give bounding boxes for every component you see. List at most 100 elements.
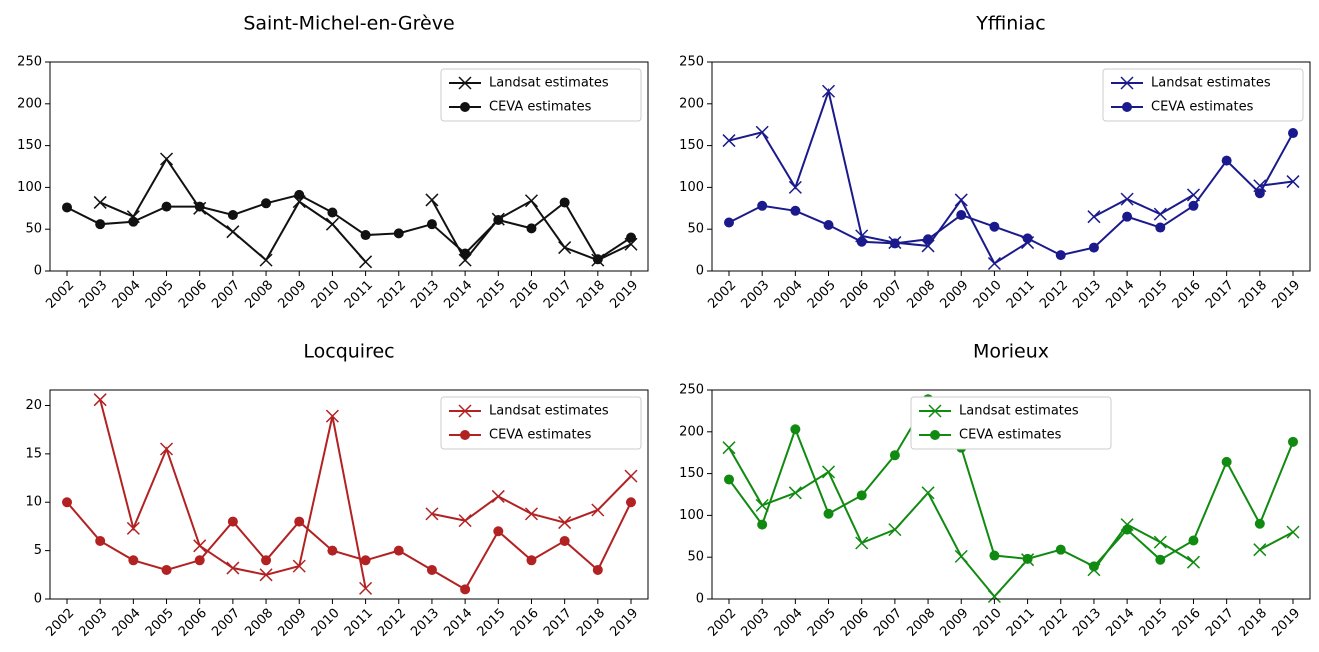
x-marker (159, 152, 174, 166)
x-marker (1286, 525, 1300, 539)
x-tick-label: 2013 (1070, 606, 1104, 640)
x-marker (524, 507, 539, 521)
x-tick-label: 2005 (805, 606, 839, 640)
x-marker (1087, 210, 1101, 224)
legend-box (1102, 68, 1304, 122)
x-tick-label: 2010 (309, 606, 343, 640)
dot-marker (889, 238, 900, 249)
x-marker (821, 84, 836, 98)
dot-marker (62, 202, 72, 213)
x-tick-label: 2008 (904, 606, 938, 640)
dot-marker (426, 564, 437, 575)
x-tick-label: 2004 (772, 606, 806, 640)
legend-label: Landsat estimates (489, 76, 609, 91)
x-marker (325, 217, 339, 231)
dot-marker (95, 535, 106, 546)
x-tick-label: 2007 (209, 278, 243, 312)
legend: Landsat estimates CEVA estimates (910, 396, 1112, 450)
x-marker (855, 536, 869, 550)
dot-marker (261, 198, 272, 209)
dot-marker (460, 430, 470, 440)
dot-marker (1188, 200, 1199, 211)
dot-marker (856, 490, 867, 501)
x-tick-label: 2002 (43, 606, 77, 640)
x-marker (126, 521, 140, 535)
dot-marker (161, 564, 172, 575)
x-marker (821, 465, 836, 479)
x-tick-label: 2018 (574, 278, 608, 312)
dot-marker (1221, 456, 1232, 467)
y-tick-label: 20 (25, 398, 42, 413)
x-marker (226, 561, 240, 575)
x-marker (591, 503, 605, 517)
legend-box (440, 396, 642, 450)
dot-marker (526, 555, 537, 566)
dot-marker (989, 221, 1000, 232)
dot-marker (426, 219, 437, 230)
dot-marker (930, 430, 940, 440)
x-tick-label: 2002 (43, 278, 77, 312)
x-tick-label: 2009 (276, 606, 310, 640)
dot-marker (757, 200, 768, 211)
dot-marker (493, 215, 504, 226)
series-line (66, 501, 632, 591)
dot-marker (294, 516, 305, 527)
x-marker (458, 404, 472, 418)
x-marker (1286, 175, 1300, 189)
plot-frame (711, 61, 1311, 272)
x-tick-label: 2007 (209, 606, 243, 640)
x-marker (458, 514, 472, 528)
legend-label: CEVA estimates (489, 100, 592, 115)
x-tick-label: 2012 (375, 278, 409, 312)
legend: Landsat estimates CEVA estimates (440, 396, 642, 450)
x-tick-label: 2013 (408, 278, 442, 312)
x-tick-label: 2008 (242, 278, 276, 312)
x-tick-label: 2015 (475, 606, 509, 640)
dot-marker (1022, 553, 1033, 564)
subplot: Saint-Michel-en-Grève 0 50 100 150 200 250 2002… (17, 13, 649, 312)
dot-marker (393, 545, 404, 556)
dot-marker (460, 102, 470, 112)
x-tick-label: 2005 (143, 278, 177, 312)
x-tick-label: 2003 (738, 278, 772, 312)
x-tick-label: 2017 (541, 606, 575, 640)
x-tick-label: 2011 (1004, 606, 1038, 640)
subplot-title: Yffiniac (975, 13, 1045, 35)
x-marker (722, 134, 736, 148)
dot-marker (989, 550, 1000, 561)
dot-marker (559, 535, 570, 546)
dot-marker (1122, 211, 1133, 222)
x-marker (359, 255, 373, 269)
dot-marker (1254, 188, 1265, 199)
x-marker (259, 253, 273, 267)
dot-marker (194, 201, 205, 212)
y-tick-label: 200 (17, 96, 42, 111)
dot-marker (1122, 102, 1132, 112)
dot-marker (327, 207, 338, 218)
dot-marker (227, 516, 238, 527)
dot-marker (626, 232, 636, 243)
x-marker (159, 442, 174, 456)
dot-marker (956, 209, 967, 220)
x-tick-label: 2012 (1037, 606, 1071, 640)
dot-marker (194, 555, 205, 566)
x-tick-label: 2011 (1004, 278, 1038, 312)
dot-marker (889, 450, 900, 461)
y-tick-label: 100 (679, 180, 704, 195)
x-tick-label: 2018 (574, 606, 608, 640)
subplot-title: Morieux (973, 341, 1049, 363)
x-tick-label: 2004 (110, 606, 144, 640)
x-marker (987, 256, 1001, 271)
dot-marker (327, 545, 338, 556)
legend-box (440, 68, 642, 122)
dot-marker (790, 424, 801, 435)
y-tick-label: 0 (696, 592, 704, 607)
series-line (728, 447, 1294, 599)
legend-label: Landsat estimates (959, 404, 1079, 419)
x-marker (193, 539, 207, 553)
x-tick-label: 2003 (76, 606, 110, 640)
dot-marker (393, 228, 404, 239)
dot-marker (923, 234, 934, 245)
x-marker (93, 393, 107, 407)
